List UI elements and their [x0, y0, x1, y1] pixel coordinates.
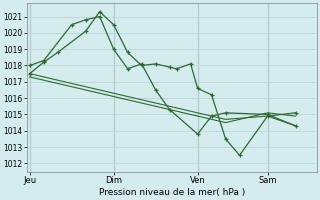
X-axis label: Pression niveau de la mer( hPa ): Pression niveau de la mer( hPa )	[99, 188, 245, 197]
